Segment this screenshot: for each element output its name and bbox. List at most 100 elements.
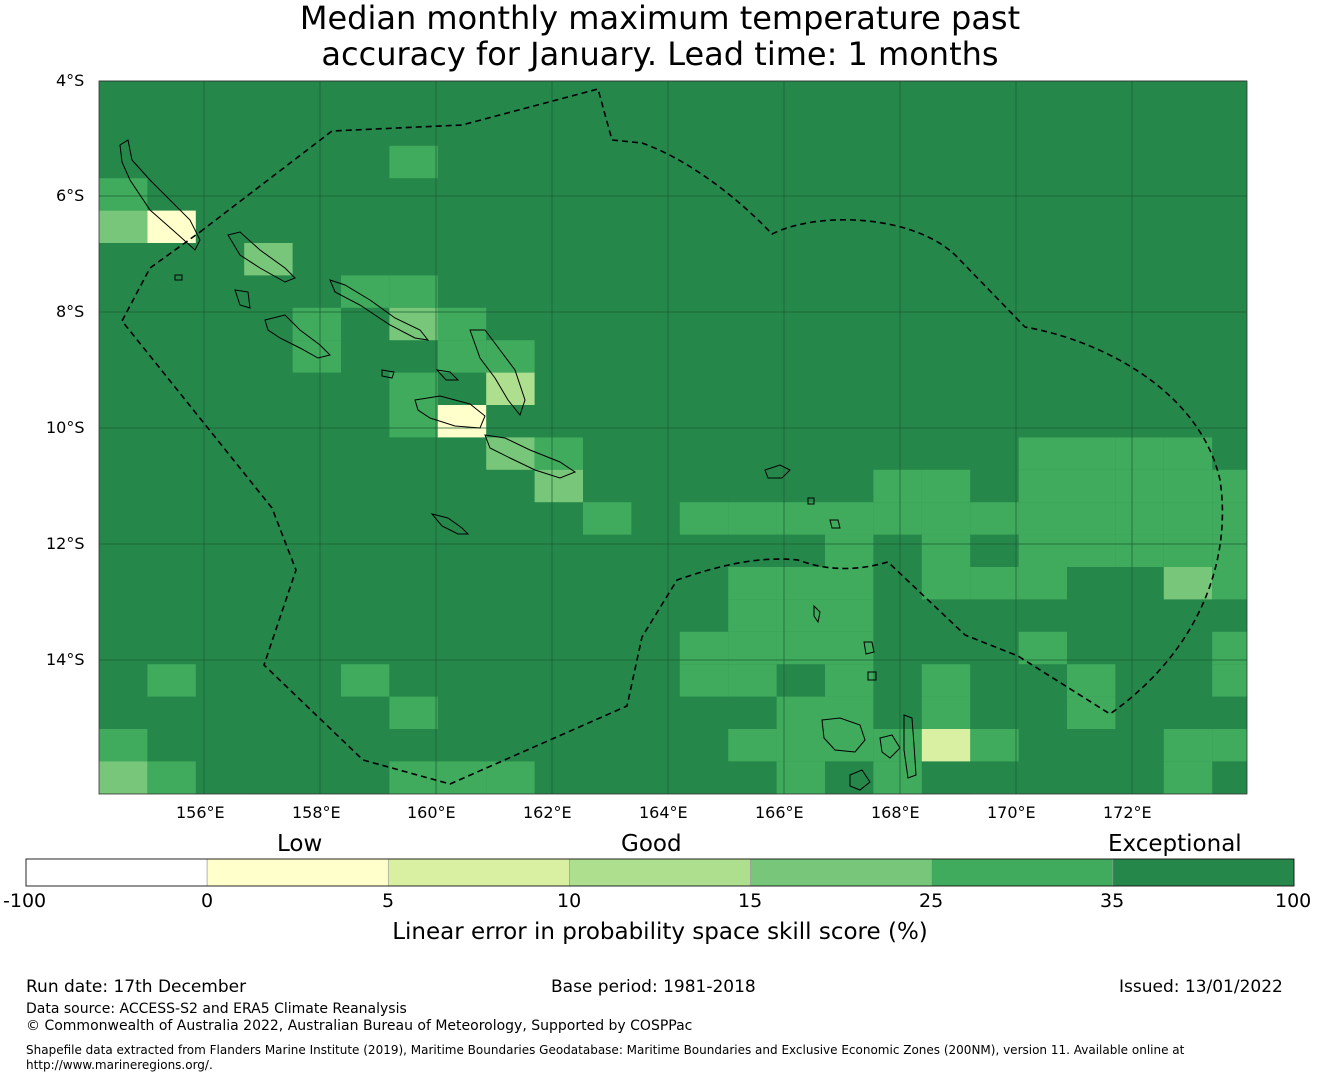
colorbar-frame (25, 858, 1295, 887)
skill-cell (389, 761, 438, 794)
island-banks (863, 641, 875, 655)
skill-cell (341, 275, 390, 308)
island-bougainville (119, 139, 201, 251)
skill-cell (825, 599, 874, 632)
skill-cell (1212, 631, 1247, 665)
skill-cell (244, 243, 293, 276)
colorbar (25, 858, 1295, 887)
title-line-2: accuracy for January. Lead time: 1 month… (321, 35, 999, 73)
colorbar-tick: 15 (738, 890, 763, 912)
skill-cell (728, 599, 777, 632)
skill-cell (873, 761, 922, 794)
lat-label: 14°S (46, 650, 85, 669)
skill-cell (921, 534, 971, 567)
skill-cell (825, 567, 874, 600)
lat-label: 8°S (56, 302, 85, 321)
skill-cell (728, 664, 777, 697)
skill-cell (825, 729, 874, 762)
island-small-4 (807, 497, 815, 505)
colorbar-segment (206, 858, 389, 887)
copyright: © Commonwealth of Australia 2022, Austra… (26, 1018, 693, 1034)
skill-cell (1115, 502, 1164, 535)
skill-cell (970, 729, 1019, 762)
skill-cell (921, 729, 971, 762)
skill-cell (292, 340, 341, 373)
skill-cell (825, 664, 874, 697)
island-guadalcanal (414, 395, 486, 429)
skill-cell (728, 502, 777, 535)
map-frame (98, 80, 1248, 795)
skill-cell (1067, 534, 1116, 567)
colorbar-segment (1112, 858, 1295, 887)
skill-cell (1018, 631, 1067, 665)
skill-cell (1067, 469, 1116, 503)
skill-cell (970, 502, 1019, 535)
island-vella-lavella (234, 289, 251, 309)
skill-cell (1115, 534, 1164, 567)
skill-cell (1212, 664, 1247, 697)
lat-label: 10°S (46, 418, 85, 437)
category-good: Good (621, 831, 682, 857)
skill-cell (1163, 567, 1213, 600)
island-vanikoro (829, 519, 841, 529)
skill-cell (776, 761, 825, 794)
skill-cell (437, 405, 487, 438)
skill-cell (825, 631, 874, 665)
skill-cell (679, 631, 729, 665)
skill-cell (873, 502, 922, 535)
skill-cell (776, 599, 825, 632)
title-line-1: Median monthly maximum temperature past (299, 0, 1021, 37)
skill-cell (389, 405, 438, 438)
skill-cell (970, 567, 1019, 600)
colorbar-tick: 25 (919, 890, 944, 912)
shapefile-credit-2: http://www.marineregions.org/. (26, 1058, 213, 1072)
skill-cell (1163, 729, 1213, 762)
island-south (849, 769, 871, 791)
skill-cell (921, 502, 971, 535)
skill-cell (776, 502, 825, 535)
lon-label: 166°E (755, 803, 804, 822)
lon-label: 172°E (1103, 803, 1152, 822)
island-makira (484, 434, 577, 479)
run-date: Run date: 17th December (26, 977, 247, 997)
skill-cell (921, 696, 971, 729)
skill-cell (1018, 534, 1067, 567)
island-choiseul (227, 231, 296, 283)
colorbar-tick: -100 (3, 890, 47, 912)
skill-cell (341, 664, 390, 697)
skill-cell (921, 469, 971, 503)
skill-cell (1067, 437, 1116, 470)
lon-label: 170°E (987, 803, 1036, 822)
skill-cell (776, 696, 825, 729)
colorbar-tick: 0 (201, 890, 214, 912)
island-new-georgia (264, 314, 331, 359)
colorbar-segment (931, 858, 1114, 887)
skill-cell (99, 761, 148, 794)
skill-cell (1163, 437, 1213, 470)
island-malaita (469, 329, 526, 417)
skill-cell (825, 696, 874, 729)
skill-cell (486, 340, 535, 373)
skill-cell (437, 340, 487, 373)
island-efate-chain (903, 714, 917, 779)
skill-cell (873, 469, 922, 503)
colorbar-segment (387, 858, 570, 887)
island-espiritu-santo (821, 717, 866, 753)
lat-label: 4°S (56, 71, 85, 90)
skill-cell (1018, 437, 1067, 470)
skill-cell (1212, 567, 1247, 600)
skill-cell (437, 307, 487, 341)
skill-cell (389, 307, 438, 341)
lon-label: 162°E (523, 803, 572, 822)
skill-cell (1018, 469, 1067, 503)
skill-cell (389, 275, 438, 308)
skill-cell (486, 437, 535, 470)
lon-label: 164°E (639, 803, 688, 822)
skill-cell (389, 372, 438, 405)
skill-cell (147, 210, 196, 243)
lon-label: 158°E (292, 803, 341, 822)
skill-cell (147, 761, 196, 794)
skill-cell (1163, 469, 1213, 503)
skill-cell (1115, 437, 1164, 470)
skill-cell (1163, 761, 1213, 794)
